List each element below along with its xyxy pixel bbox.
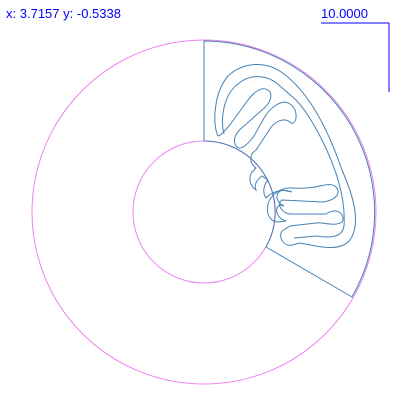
y-value: -0.5338	[76, 6, 121, 21]
x-label: x:	[6, 6, 17, 21]
sector-outline[interactable]	[203, 40, 376, 298]
inner-boundary-circle[interactable]	[132, 140, 276, 284]
cursor-coordinate-readout: x: 3.7157 y: -0.5338	[6, 6, 121, 21]
y-label: y:	[63, 6, 74, 21]
x-value: 3.7157	[19, 6, 60, 21]
serpentine-channel-inner[interactable]	[222, 76, 345, 239]
outer-boundary-circle[interactable]	[31, 39, 377, 385]
scale-bar-label: 10.0000	[321, 6, 368, 21]
serpentine-channel[interactable]	[214, 63, 356, 248]
